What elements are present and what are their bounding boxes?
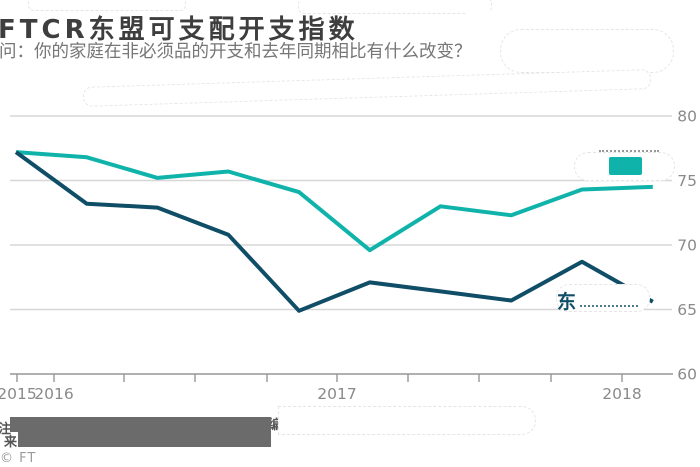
redaction-box-line1 bbox=[10, 417, 271, 432]
eraser-blob-top-right-a bbox=[298, 0, 492, 14]
eraser-blob-top-right-pill bbox=[500, 29, 674, 73]
x-tick-label-2015: 2015 bbox=[0, 385, 37, 403]
y-tick-label-60: 60 bbox=[677, 366, 697, 384]
y-tick-label-80: 80 bbox=[677, 108, 697, 126]
x-tick-label-2017: 2017 bbox=[317, 385, 356, 403]
eraser-blob-footer-pill bbox=[278, 406, 536, 435]
dark-legend-label-fragment: 东 bbox=[557, 291, 577, 313]
redaction-box-line2 bbox=[18, 431, 271, 447]
y-tick-label-75: 75 bbox=[677, 172, 697, 190]
page-title: FTCR东盟可支配开支指数 bbox=[0, 15, 359, 45]
series-dark-line bbox=[14, 150, 654, 313]
teal-legend-swatch bbox=[609, 157, 642, 175]
x-tick-label-2018: 2018 bbox=[602, 385, 641, 403]
source-prefix: 来 bbox=[4, 435, 18, 450]
note-text-fragment: 编 bbox=[268, 418, 282, 433]
ft-copyright: © FT bbox=[0, 451, 37, 466]
series-teal-line bbox=[15, 150, 653, 253]
note-prefix: 注 bbox=[0, 422, 12, 437]
eraser-blob-dark-legend bbox=[556, 284, 650, 312]
eraser-blob-top-right-b1 bbox=[464, 12, 506, 34]
y-tick-label-65: 65 bbox=[677, 301, 697, 319]
x-tick-label-2016: 2016 bbox=[34, 385, 73, 403]
chart-subtitle-question: 问：你的家庭在非必须品的开支和去年同期相比有什么改变？ bbox=[0, 42, 472, 62]
dark-legend-text-fragment bbox=[580, 305, 638, 307]
teal-legend-text-fragment bbox=[599, 150, 659, 152]
eraser-blob-top-left bbox=[28, 0, 186, 11]
y-tick-label-70: 70 bbox=[677, 237, 697, 255]
